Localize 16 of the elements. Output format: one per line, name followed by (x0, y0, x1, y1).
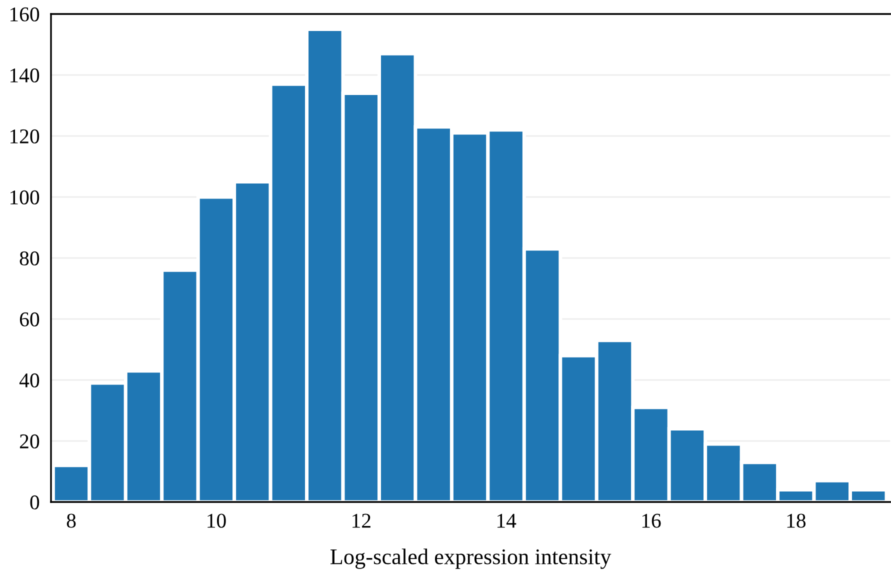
y-tick-label: 120 (10, 129, 40, 144)
x-tick-label: 14 (497, 514, 516, 528)
y-tick-label: 80 (20, 251, 40, 266)
x-tick-label: 16 (642, 514, 661, 528)
x-tick-label: 12 (352, 514, 370, 528)
y-tick-label: 60 (20, 312, 40, 326)
y-tick-label: 20 (20, 434, 40, 448)
x-tick-label: 18 (787, 514, 806, 528)
x-tick-label: 8 (66, 514, 76, 528)
y-tick-label: 40 (19, 373, 40, 388)
x-axis-title: Log-scaled expression intensity (330, 548, 612, 569)
y-tick-label: 140 (10, 68, 40, 82)
y-tick-label: 160 (10, 7, 40, 22)
y-tick-label: 0 (30, 495, 40, 510)
y-tick-label: 100 (10, 190, 40, 204)
x-tick-label: 10 (208, 514, 226, 528)
